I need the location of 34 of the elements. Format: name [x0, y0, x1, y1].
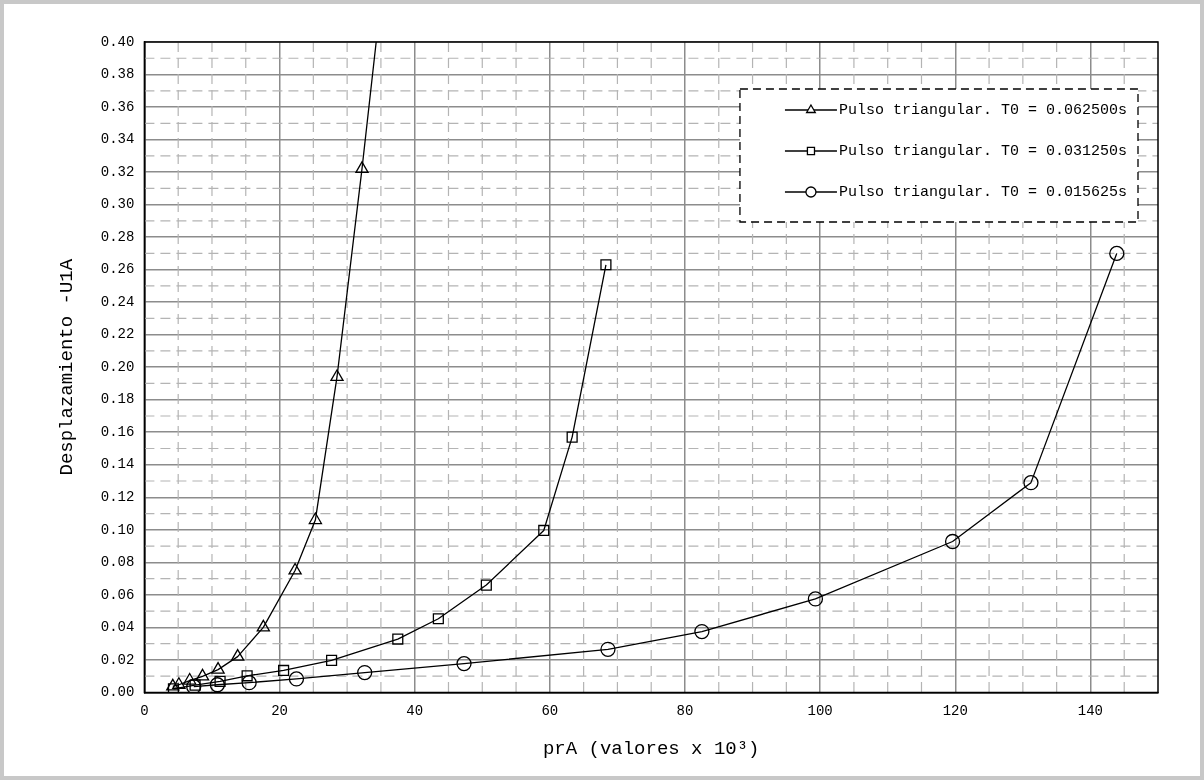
x-tick-label: 40: [406, 702, 424, 719]
y-tick-label: 0.30: [100, 196, 135, 213]
y-tick-label: 0.28: [100, 228, 135, 245]
legend-label: Pulso triangular. T0 = 0.015625s: [838, 183, 1127, 201]
y-tick-label: 0.32: [100, 163, 135, 180]
y-axis-title: Desplazamiento -U1A: [56, 258, 79, 476]
y-tick-label: 0.12: [100, 488, 135, 505]
y-tick-label: 0.36: [100, 98, 135, 115]
y-tick-label: 0.06: [100, 586, 135, 603]
y-tick-label: 0.40: [100, 33, 135, 50]
y-tick-label: 0.20: [100, 358, 135, 375]
x-tick-label: 140: [1077, 702, 1104, 719]
y-tick-label: 0.00: [100, 684, 135, 701]
y-tick-label: 0.26: [100, 261, 135, 278]
x-tick-label: 120: [942, 702, 968, 719]
y-tick-label: 0.38: [100, 66, 135, 83]
y-tick-label: 0.18: [100, 391, 135, 408]
y-tick-label: 0.04: [100, 619, 135, 636]
y-tick-label: 0.02: [100, 651, 135, 668]
y-tick-label: 0.34: [100, 131, 135, 148]
y-tick-label: 0.08: [100, 554, 135, 571]
x-tick-label: 20: [271, 702, 288, 719]
legend-label: Pulso triangular. T0 = 0.031250s: [838, 142, 1127, 160]
x-tick-label: 80: [676, 702, 694, 719]
y-tick-label: 0.24: [100, 293, 135, 310]
y-tick-label: 0.14: [100, 456, 135, 473]
y-tick-label: 0.16: [100, 423, 135, 440]
legend-label: Pulso triangular. T0 = 0.062500s: [838, 101, 1127, 119]
x-tick-label: 100: [807, 702, 833, 719]
x-axis-title: prA (valores x 10³): [542, 737, 760, 760]
y-tick-label: 0.22: [100, 326, 135, 343]
y-tick-label: 0.10: [100, 521, 135, 538]
x-tick-label: 60: [541, 702, 559, 719]
x-tick-label: 0: [140, 702, 149, 719]
